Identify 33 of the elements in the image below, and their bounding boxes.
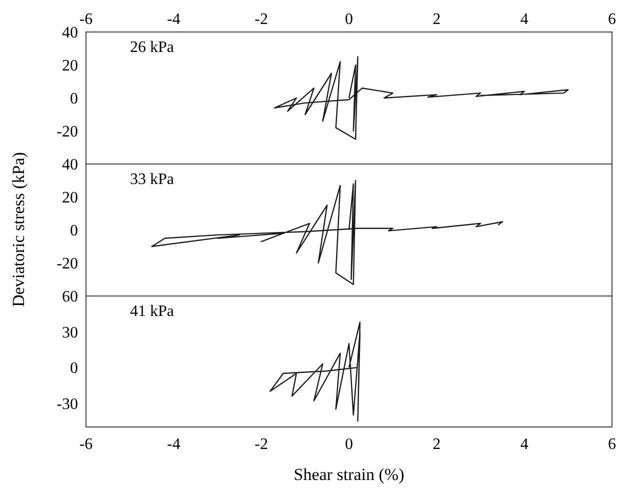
y-tick-label: -30 (56, 396, 78, 413)
x-tick-label: 6 (608, 436, 616, 453)
x-tick-label: 4 (520, 436, 528, 453)
y-tick-label: 40 (62, 24, 78, 42)
line-series (274, 56, 569, 140)
x-tick-label: -6 (79, 11, 93, 28)
x-tick-label: -4 (167, 436, 180, 453)
annotation: 26 kPa (130, 39, 174, 56)
x-tick-label: 0 (345, 11, 353, 28)
y-tick-label: -20 (56, 124, 78, 141)
y-tick-label: 0 (70, 90, 78, 108)
x-axis-title: Shear strain (%) (294, 465, 404, 484)
line-series (270, 322, 361, 422)
y-tick-label: 60 (62, 288, 78, 306)
annotation: 33 kPa (130, 171, 174, 188)
y-tick-label: 30 (62, 324, 78, 342)
y-tick-label: 40 (62, 156, 78, 174)
y-axis-title: Deviatoric stress (kPa) (9, 152, 28, 307)
x-tick-label: 4 (520, 11, 528, 28)
y-tick-label: 0 (70, 360, 78, 378)
x-tick-label: -6 (79, 436, 93, 453)
y-tick-label: 20 (62, 58, 78, 75)
x-tick-label: -4 (167, 11, 180, 28)
x-tick-label: -2 (254, 436, 268, 453)
y-tick-label: -20 (56, 256, 78, 273)
y-tick-label: 0 (70, 222, 78, 240)
x-tick-label: 2 (432, 436, 441, 453)
x-tick-label: -2 (254, 11, 268, 28)
annotation: 41 kPa (130, 303, 174, 320)
x-tick-label: 0 (345, 436, 353, 453)
y-tick-label: 20 (62, 190, 78, 207)
x-tick-label: 6 (608, 11, 616, 28)
x-tick-label: 2 (432, 11, 441, 28)
